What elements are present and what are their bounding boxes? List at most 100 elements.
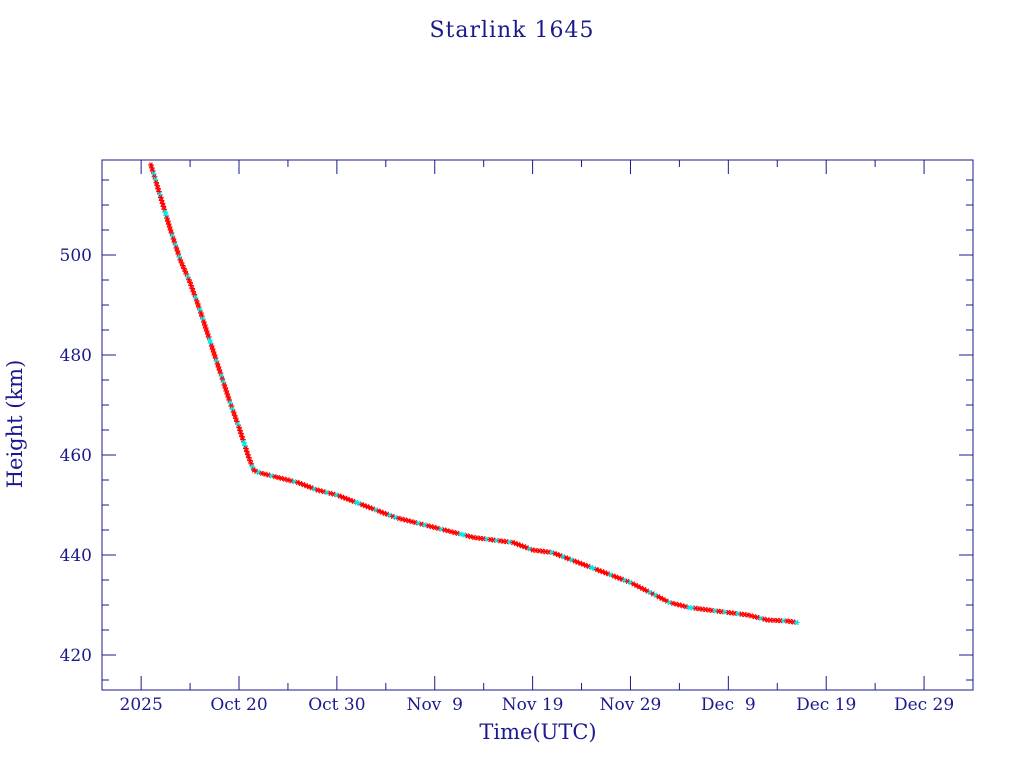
y-tick-labels: 420 440 460 480 500 [60, 246, 92, 666]
plot-area [148, 162, 800, 626]
data-point [217, 370, 224, 376]
data-point [202, 325, 209, 331]
data-point [203, 328, 210, 334]
data-point [396, 515, 402, 522]
data-point [464, 533, 471, 539]
data-point [157, 194, 164, 201]
data-point [214, 361, 221, 367]
x-tick-labels: 2025 Oct 20 Oct 30 Nov 9 Nov 19 Nov 29 Dec 9 De… [120, 695, 955, 715]
data-point [428, 523, 435, 530]
data-point [149, 168, 156, 174]
data-point [173, 245, 180, 251]
data-point [152, 177, 159, 183]
y-tick-label: 500 [60, 246, 92, 266]
data-point [205, 334, 212, 340]
data-point [285, 477, 291, 483]
data-point [158, 197, 165, 204]
x-tick-label: Nov 19 [502, 695, 564, 715]
data-point [220, 379, 227, 385]
data-point [149, 165, 155, 171]
data-point [160, 203, 167, 210]
data-point [761, 616, 768, 622]
data-point [201, 322, 208, 328]
data-point [176, 254, 183, 260]
data-point [278, 475, 285, 482]
data-point [210, 349, 217, 355]
data-point [758, 615, 764, 622]
x-tick-label: Oct 20 [210, 695, 267, 715]
data-point [412, 519, 418, 526]
data-point [402, 517, 409, 523]
data-point [170, 236, 177, 242]
x-tick-label: Dec 29 [894, 695, 954, 715]
data-point [314, 487, 321, 493]
data-point [209, 346, 216, 352]
data-point [262, 471, 268, 477]
data-point [458, 531, 464, 537]
data-point [444, 528, 451, 534]
data-point [748, 613, 754, 619]
data-point [154, 182, 160, 189]
data-point [166, 224, 173, 230]
x-tick-label: Nov 9 [407, 695, 463, 715]
data-point [225, 394, 232, 400]
data-point [405, 518, 412, 524]
x-tick-label: Dec 9 [701, 695, 756, 715]
data-point [317, 488, 324, 494]
data-point [683, 603, 689, 610]
data-point [159, 200, 166, 207]
data-point [223, 388, 230, 394]
data-point [171, 239, 178, 245]
data-point [392, 514, 399, 521]
chart-title: Starlink 1645 [429, 18, 594, 43]
data-point [175, 251, 182, 257]
data-point [676, 602, 683, 608]
data-point [207, 340, 214, 346]
data-point [670, 600, 676, 607]
data-point [222, 385, 229, 391]
data-point [156, 188, 162, 195]
data-point [240, 436, 246, 443]
data-point [291, 478, 298, 485]
data-point [673, 601, 679, 607]
data-point [213, 358, 220, 364]
y-tick-label: 480 [60, 346, 92, 366]
data-point [157, 191, 163, 198]
data-point [169, 233, 176, 239]
data-point [164, 215, 170, 221]
data-point [167, 227, 174, 233]
data-point [204, 331, 211, 337]
data-point [448, 528, 454, 535]
data-point [150, 171, 157, 177]
x-axis-label: Time(UTC) [479, 720, 596, 744]
data-point [431, 524, 438, 531]
data-point [206, 337, 213, 343]
data-point [172, 242, 179, 248]
x-tick-label: Oct 30 [308, 695, 365, 715]
data-point [237, 427, 243, 434]
data-point [268, 473, 275, 479]
data-point [162, 209, 168, 215]
data-point [281, 476, 288, 482]
y-tick-label: 460 [60, 446, 92, 466]
data-point [679, 603, 686, 609]
data-point [215, 364, 222, 370]
data-point [238, 430, 244, 437]
data-point [275, 474, 281, 481]
data-point [399, 516, 405, 522]
y-tick-label: 420 [60, 646, 92, 666]
data-point [425, 523, 432, 529]
data-point [272, 473, 278, 480]
series-line [150, 164, 797, 623]
data-point [236, 424, 242, 431]
data-point [330, 491, 337, 497]
data-point [265, 472, 272, 478]
data-point [211, 352, 218, 358]
data-point [435, 525, 441, 532]
data-point [212, 355, 219, 361]
data-point [198, 310, 204, 316]
x-tick-label: 2025 [120, 695, 163, 715]
data-point [153, 180, 160, 186]
axis-ticks [102, 160, 974, 690]
data-point [467, 533, 474, 540]
